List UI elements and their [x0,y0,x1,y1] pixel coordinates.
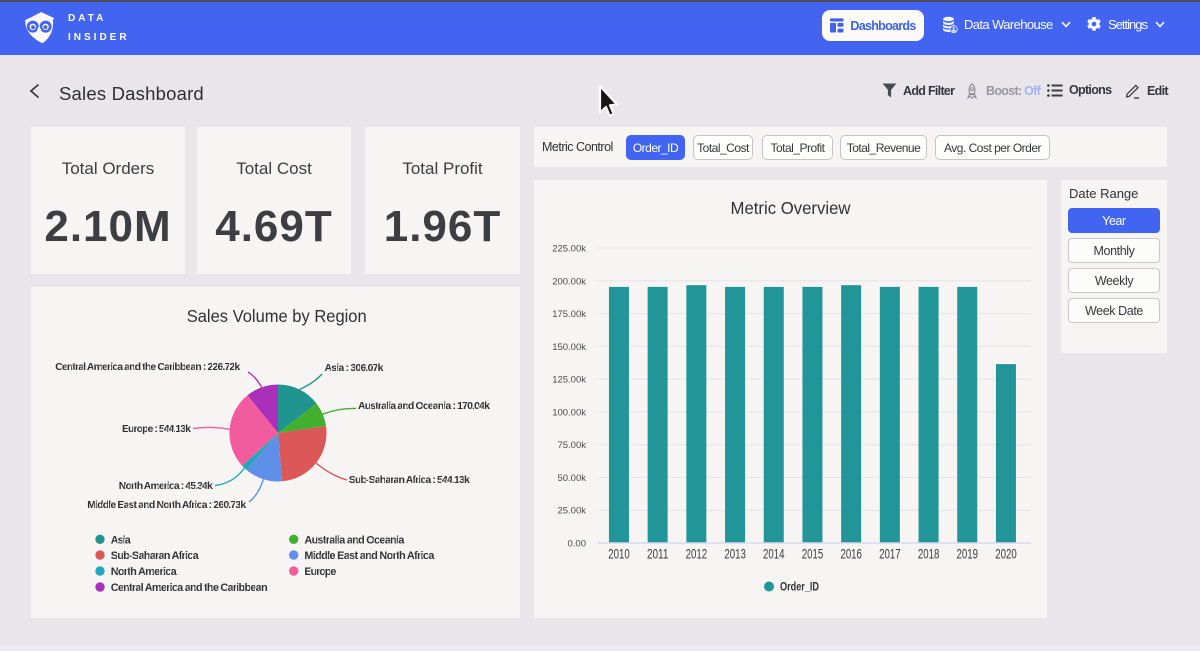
svg-text:Australia and Oceania : 170.04: Australia and Oceania : 170.04k [358,400,490,412]
svg-text:Sub-Saharan Africa : 544.13k: Sub-Saharan Africa : 544.13k [349,474,470,486]
svg-text:100.00k: 100.00k [552,407,586,418]
svg-text:Australia and Oceania: Australia and Oceania [304,534,405,546]
svg-text:2019: 2019 [957,547,979,562]
svg-text:2014: 2014 [763,547,785,562]
svg-text:2016: 2016 [840,547,862,562]
svg-text:Middle East and North Africa :: Middle East and North Africa : 260.73k [87,499,246,511]
svg-text:200.00k: 200.00k [552,276,586,287]
svg-text:2020: 2020 [995,547,1017,562]
svg-text:175.00k: 175.00k [552,309,586,320]
svg-text:Asia : 306.07k: Asia : 306.07k [325,362,384,374]
svg-text:2012: 2012 [686,547,708,562]
svg-text:Order_ID: Order_ID [780,580,819,594]
svg-text:2010: 2010 [608,547,630,562]
svg-text:125.00k: 125.00k [552,375,586,386]
svg-text:0.00: 0.00 [568,539,587,550]
svg-text:75.00k: 75.00k [557,440,586,451]
svg-text:Europe: Europe [304,566,336,578]
svg-text:225.00k: 225.00k [552,244,586,255]
svg-text:50.00k: 50.00k [557,473,586,484]
svg-text:Sub-Saharan Africa: Sub-Saharan Africa [111,550,200,562]
svg-text:2011: 2011 [647,547,669,562]
svg-text:2015: 2015 [802,547,824,562]
svg-text:Central America and the Caribb: Central America and the Caribbean [111,582,268,594]
svg-text:Middle East and North Africa: Middle East and North Africa [304,550,435,562]
svg-text:Sales Volume by Region: Sales Volume by Region [187,306,367,326]
svg-text:2013: 2013 [724,547,746,562]
svg-text:Metric Overview: Metric Overview [731,198,851,218]
svg-text:Asia: Asia [111,534,132,546]
svg-text:25.00k: 25.00k [557,506,586,517]
svg-text:150.00k: 150.00k [552,342,586,353]
svg-text:Central America and the Caribb: Central America and the Caribbean : 226.… [55,361,240,373]
svg-text:2018: 2018 [918,547,940,562]
svg-text:North America : 45.34k: North America : 45.34k [119,480,213,492]
svg-text:2017: 2017 [879,547,901,562]
svg-text:Europe : 544.13k: Europe : 544.13k [122,423,191,435]
svg-text:North America: North America [111,566,178,578]
